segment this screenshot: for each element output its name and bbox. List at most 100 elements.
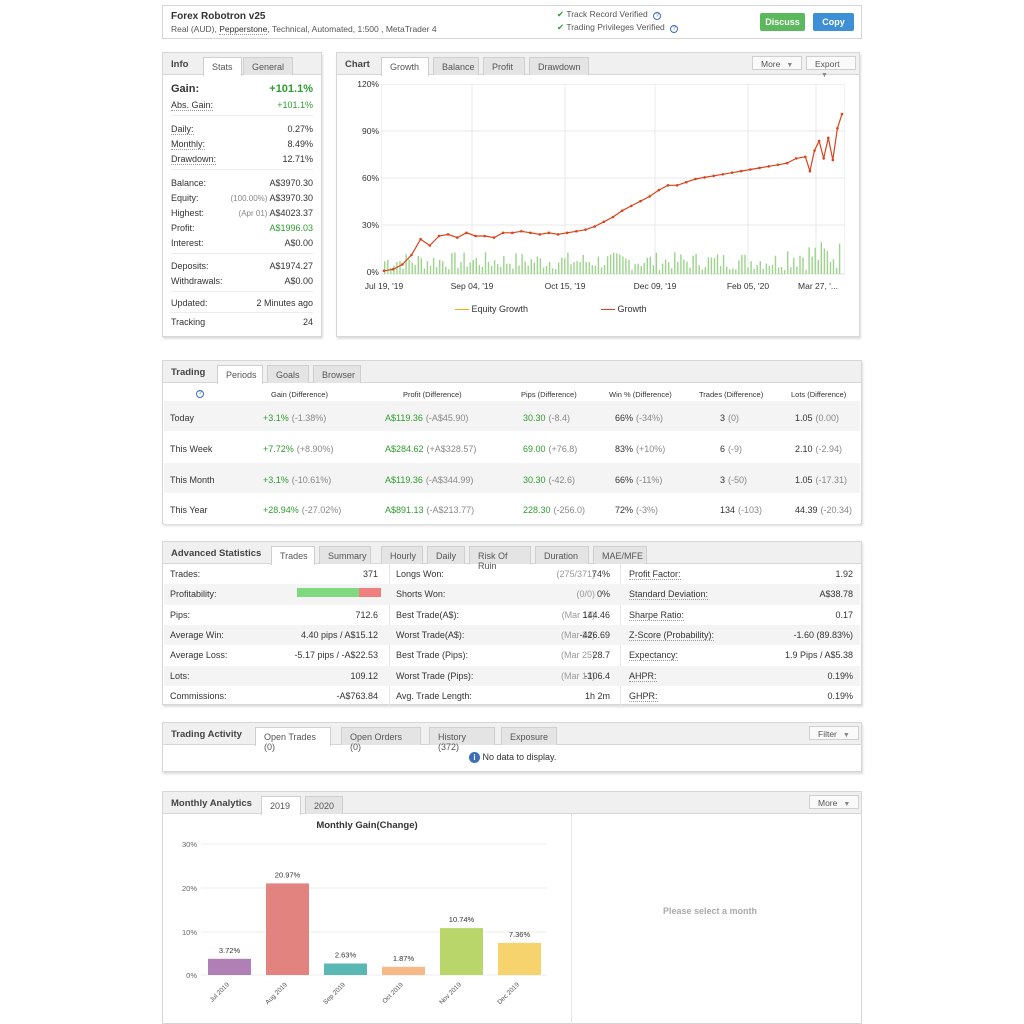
empty-state: i No data to display. xyxy=(469,752,556,764)
monthly-bar[interactable] xyxy=(382,966,425,975)
growth-point xyxy=(776,163,780,167)
tab-profit[interactable]: Profit xyxy=(483,57,525,75)
monthly-bar[interactable] xyxy=(440,928,483,975)
daily-bar xyxy=(658,269,661,274)
monthly-bar[interactable] xyxy=(208,958,251,975)
col-header-profit: Profit (Difference) xyxy=(403,390,462,399)
tab-trades[interactable]: Trades xyxy=(271,546,315,565)
advanced-panel-header: Advanced Statistics Trades Summary Hourl… xyxy=(163,542,861,571)
tab-daily[interactable]: Daily xyxy=(427,546,465,564)
daily-bar xyxy=(567,252,569,274)
tab-2019[interactable]: 2019 xyxy=(261,796,301,815)
daily-bar xyxy=(726,267,728,274)
advanced-title: Advanced Statistics xyxy=(171,548,262,559)
growth-point xyxy=(739,169,743,173)
drawdown-value: 12.71% xyxy=(282,154,313,164)
gain-row: Gain: +101.1% xyxy=(171,83,313,97)
daily-bar xyxy=(750,261,752,274)
tab-open-orders[interactable]: Open Orders (0) xyxy=(341,727,421,752)
tab-general[interactable]: General xyxy=(243,57,293,75)
tab-summary[interactable]: Summary xyxy=(319,546,371,564)
daily-bar xyxy=(429,265,432,274)
monthly-chart-title: Monthly Gain(Change) xyxy=(316,820,418,831)
tab-risk-of-ruin[interactable]: Risk Of Ruin xyxy=(469,546,531,571)
filter-dropdown[interactable]: Filter ▼ xyxy=(809,726,859,740)
daily-bar xyxy=(432,257,435,274)
tab-open-trades[interactable]: Open Trades (0) xyxy=(255,727,331,752)
tab-stats[interactable]: Stats xyxy=(203,57,242,76)
legend-equity[interactable]: Equity Growth xyxy=(455,304,528,314)
profit-difference: (-A$45.90) xyxy=(425,413,469,423)
help-icon[interactable]: ? xyxy=(670,25,679,33)
lots-value: 1.05 xyxy=(795,475,813,485)
tab-periods[interactable]: Periods xyxy=(217,365,263,384)
growth-point xyxy=(694,177,697,181)
growth-point xyxy=(721,172,725,176)
daily-bar xyxy=(405,254,407,274)
info-panel-header: Info Stats General xyxy=(163,53,321,76)
tab-2020[interactable]: 2020 xyxy=(305,796,343,814)
help-icon[interactable]: ? xyxy=(653,12,662,20)
growth-point xyxy=(758,166,761,170)
daily-bar xyxy=(384,261,386,274)
growth-point xyxy=(483,234,487,238)
growth-point xyxy=(538,233,542,236)
monthly-bar[interactable] xyxy=(498,942,541,975)
tab-duration[interactable]: Duration xyxy=(535,546,589,564)
caret-down-icon: ▼ xyxy=(842,732,850,739)
y-tick-label: 30% xyxy=(181,840,197,849)
export-dropdown[interactable]: Export ▼ xyxy=(806,56,856,79)
growth-point xyxy=(565,231,569,235)
daily-bar xyxy=(472,260,474,274)
x-tick-label: Sep 04, '19 xyxy=(450,281,494,291)
growth-point xyxy=(749,168,752,171)
growth-point xyxy=(593,225,596,228)
daily-bar xyxy=(768,265,771,274)
tab-exposure[interactable]: Exposure xyxy=(501,727,557,745)
more-dropdown[interactable]: More ▼ xyxy=(752,56,802,70)
monthly-bar[interactable] xyxy=(266,883,309,975)
daily-bar xyxy=(759,261,761,274)
legend-growth[interactable]: Growth xyxy=(601,304,647,314)
daily-bar xyxy=(793,257,795,274)
daily-bar xyxy=(664,259,667,274)
lots-value: 2.10 xyxy=(795,444,813,454)
tab-balance[interactable]: Balance xyxy=(433,57,479,75)
table-row xyxy=(164,624,860,646)
growth-point xyxy=(648,195,651,198)
stat-label: Average Win: xyxy=(170,629,224,640)
monthly-more-dropdown[interactable]: More ▼ xyxy=(809,795,859,809)
tab-history[interactable]: History (372) xyxy=(429,727,495,752)
monthly-bar[interactable] xyxy=(324,963,367,976)
help-icon[interactable]: ? xyxy=(196,390,204,398)
stat-label: Avg. Trade Length: xyxy=(396,690,472,701)
daily-bar xyxy=(652,265,655,274)
x-category-label: Oct 2019 xyxy=(381,981,405,1005)
lots-difference: (-17.31) xyxy=(815,475,848,485)
tab-growth[interactable]: Growth xyxy=(381,57,429,76)
tab-drawdown[interactable]: Drawdown xyxy=(529,57,589,75)
copy-button[interactable]: Copy xyxy=(813,13,854,31)
period-label: This Year xyxy=(170,505,208,515)
daily-bar xyxy=(448,269,450,274)
daily-bar xyxy=(487,262,490,274)
daily-bar xyxy=(634,264,636,274)
check-icon: ✔ xyxy=(557,22,565,32)
legend-growth-label: Growth xyxy=(617,304,647,314)
tab-mae-mfe[interactable]: MAE/MFE xyxy=(593,546,647,564)
broker-link[interactable]: Pepperstone xyxy=(219,24,268,35)
daily-bar xyxy=(732,268,734,274)
updated-label: Updated: xyxy=(171,298,208,308)
profit-value: A$1996.03 xyxy=(269,223,313,233)
y-tick-label: 0% xyxy=(366,267,379,277)
tab-goals[interactable]: Goals xyxy=(267,365,309,383)
tab-hourly[interactable]: Hourly xyxy=(381,546,423,564)
discuss-button[interactable]: Discuss xyxy=(760,13,805,31)
daily-bar xyxy=(729,269,731,274)
daily-bars xyxy=(384,242,841,274)
caret-down-icon: ▼ xyxy=(843,801,851,808)
growth-point xyxy=(419,237,422,241)
gain-cell: +3.1% (-1.38%) xyxy=(263,413,326,423)
tab-browser[interactable]: Browser xyxy=(313,365,361,383)
daily-bar xyxy=(787,251,789,274)
